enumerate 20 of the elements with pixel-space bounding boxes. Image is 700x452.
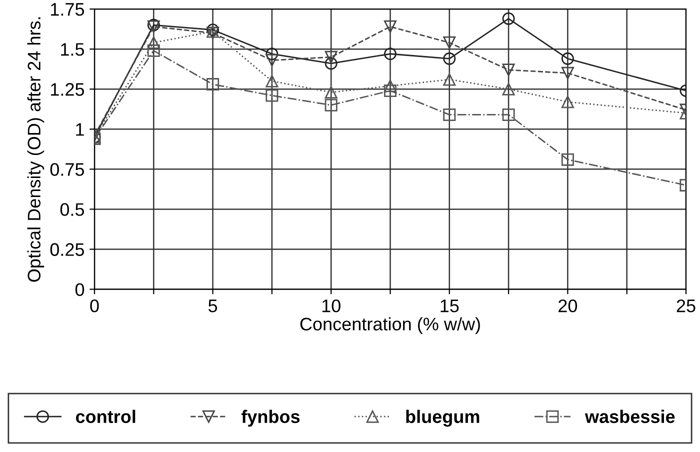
legend-label: control <box>76 410 136 424</box>
x-tick-label: 5 <box>208 300 218 312</box>
y-tick-label: 1.25 <box>51 83 84 96</box>
legend-label: fynbos <box>241 410 300 427</box>
x-tick-label: 10 <box>322 299 340 312</box>
y-tick-label: 1.5 <box>61 43 84 56</box>
y-tick-label: 0.75 <box>50 163 84 176</box>
x-axis-title: Concentration (% w/w) <box>300 317 480 334</box>
x-tick-label: 15 <box>440 300 459 312</box>
y-tick-label: 1 <box>76 123 84 136</box>
x-tick-label: 25 <box>676 299 696 312</box>
x-tick-label: 0 <box>90 299 99 312</box>
y-axis-title: Optical Density (OD) after 24 hrs. <box>27 17 44 282</box>
y-tick-label: 0 <box>75 283 84 296</box>
y-tick-label: 0.5 <box>60 203 84 216</box>
legend-label: wasbessie <box>584 410 675 424</box>
y-tick-label: 0.25 <box>50 243 84 256</box>
legend-label: bluegum <box>406 410 480 427</box>
y-tick-label: 1.75 <box>51 3 84 16</box>
x-tick-label: 20 <box>558 299 578 312</box>
